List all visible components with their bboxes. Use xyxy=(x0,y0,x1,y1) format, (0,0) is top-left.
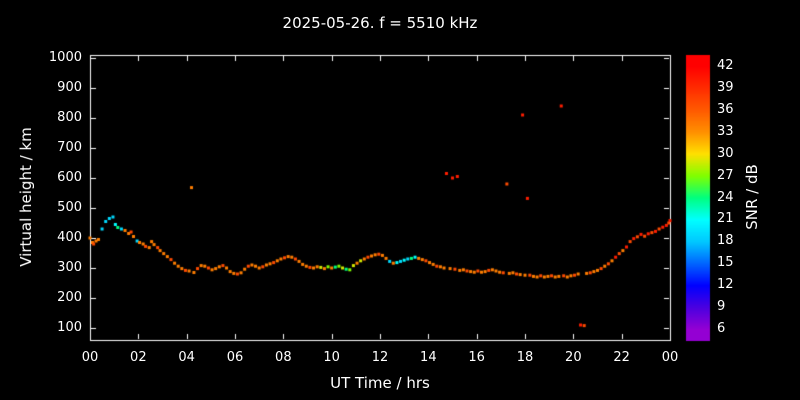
colorbar-tick-label: 24 xyxy=(717,189,734,205)
colorbar-tick-label: 18 xyxy=(717,233,734,249)
x-tick-label: 10 xyxy=(323,350,340,365)
x-tick-label: 00 xyxy=(81,350,99,365)
x-tick-label: 16 xyxy=(468,350,485,365)
colorbar-tick-label: 21 xyxy=(717,211,734,227)
colorbar-tick-label: 42 xyxy=(717,57,734,73)
x-tick-label: 22 xyxy=(613,350,630,365)
y-tick-label: 700 xyxy=(57,140,82,155)
y-tick-label: 300 xyxy=(57,260,82,275)
colorbar-label: SNR / dB xyxy=(743,164,761,230)
x-tick-label: 00 xyxy=(661,350,679,365)
y-axis-label: Virtual height / km xyxy=(17,127,35,267)
x-tick-label: 12 xyxy=(371,350,389,365)
y-tick-label: 200 xyxy=(57,290,82,305)
colorbar-tick-label: 39 xyxy=(717,79,734,95)
colorbar-tick-label: 12 xyxy=(717,277,734,293)
y-tick-label: 100 xyxy=(57,320,82,335)
x-axis-label: UT Time / hrs xyxy=(330,374,430,392)
colorbar-tick-label: 30 xyxy=(717,145,734,161)
x-tick-label: 02 xyxy=(130,350,147,365)
x-tick-label: 20 xyxy=(565,350,582,365)
x-tick-label: 14 xyxy=(420,350,437,365)
x-tick-label: 08 xyxy=(275,350,292,365)
y-tick-label: 500 xyxy=(57,200,82,215)
y-tick-label: 1000 xyxy=(48,50,82,65)
x-tick-label: 18 xyxy=(516,350,534,365)
colorbar-tick-label: 36 xyxy=(717,101,734,117)
colorbar-tick-label: 27 xyxy=(717,167,734,183)
colorbar-tick-label: 33 xyxy=(717,123,734,139)
colorbar-tick-label: 6 xyxy=(717,321,726,337)
colorbar-tick-label: 15 xyxy=(717,255,734,271)
chart-title: 2025-05-26. f = 5510 kHz xyxy=(282,14,478,32)
y-tick-label: 800 xyxy=(57,110,82,125)
y-tick-label: 900 xyxy=(57,80,82,95)
y-tick-label: 400 xyxy=(57,230,82,245)
x-tick-label: 04 xyxy=(178,350,195,365)
colorbar-tick-label: 9 xyxy=(717,299,726,315)
x-tick-label: 06 xyxy=(226,350,244,365)
y-tick-label: 600 xyxy=(57,170,82,185)
